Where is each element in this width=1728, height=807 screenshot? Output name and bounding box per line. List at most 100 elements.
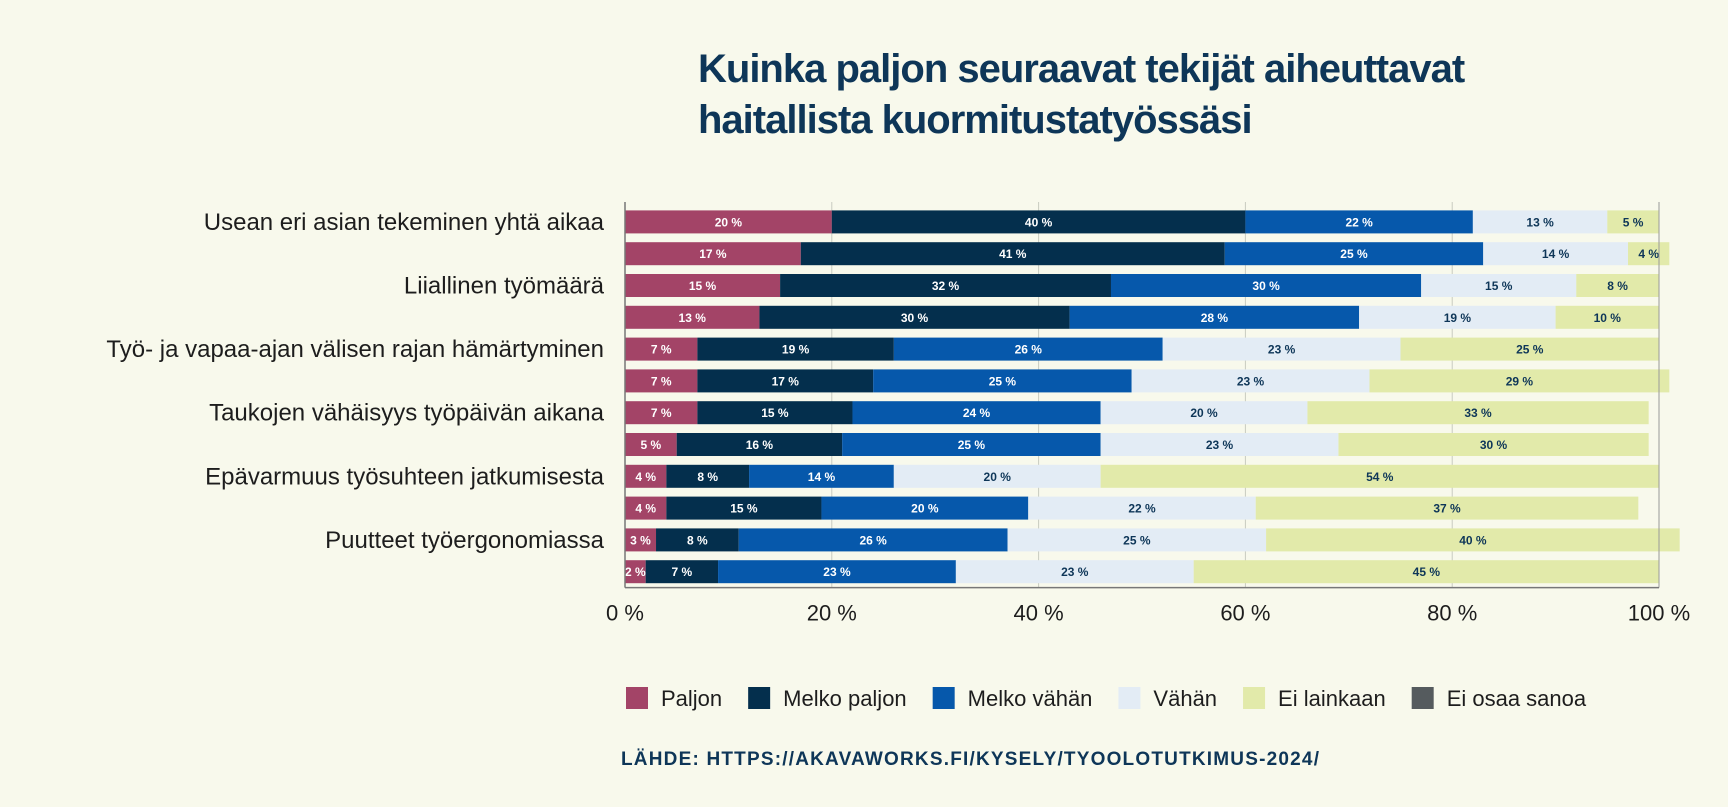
bar-segment xyxy=(1110,274,1422,297)
bar-segment xyxy=(656,528,739,552)
data-label: 30 % xyxy=(1480,438,1508,452)
data-label: 13 % xyxy=(1526,215,1554,229)
data-label: 25 % xyxy=(1123,533,1151,547)
legend-swatch xyxy=(1118,687,1141,709)
bar-segment xyxy=(625,210,832,234)
bar-segment xyxy=(697,401,853,425)
data-label: 17 % xyxy=(772,374,800,388)
bar-segment xyxy=(625,496,667,520)
bar-segment xyxy=(1307,401,1649,425)
data-label: 37 % xyxy=(1433,502,1461,516)
legend-swatch xyxy=(1411,687,1434,709)
bar-segment xyxy=(842,433,1101,456)
bar-segment xyxy=(893,464,1101,488)
bar-segment xyxy=(1266,528,1680,552)
bar-segment xyxy=(625,528,657,552)
data-label: 22 % xyxy=(1128,502,1156,516)
data-label: 20 % xyxy=(715,215,743,229)
bar-segment xyxy=(625,560,646,584)
bar-segment xyxy=(625,305,760,329)
bar-segment xyxy=(780,274,1111,297)
data-label: 15 % xyxy=(761,406,789,420)
data-label: 25 % xyxy=(989,374,1017,388)
data-label: 23 % xyxy=(1268,343,1296,357)
data-label: 10 % xyxy=(1594,311,1622,325)
x-tick-label: 0 % xyxy=(606,601,644,626)
bar-segment xyxy=(1421,274,1577,297)
bar-segment xyxy=(1069,305,1360,329)
bar-segment xyxy=(625,464,667,488)
x-tick-label: 100 % xyxy=(1628,601,1690,626)
legend-label: Melko vähän xyxy=(968,686,1093,711)
data-label: 25 % xyxy=(958,438,986,452)
legend-label: Ei lainkaan xyxy=(1278,686,1386,711)
legend-swatch xyxy=(932,687,955,709)
data-label: 45 % xyxy=(1413,565,1441,579)
bar-segment xyxy=(893,337,1163,361)
data-label: 16 % xyxy=(746,438,774,452)
bar-segment xyxy=(625,242,801,266)
chart-title-line1: Kuinka paljon seuraavat tekijät aiheutta… xyxy=(698,47,1465,91)
data-label: 23 % xyxy=(1237,374,1265,388)
bar-segment xyxy=(1483,242,1628,266)
bar-segment xyxy=(1338,433,1649,456)
bar-segment xyxy=(1100,401,1308,425)
data-label: 4 % xyxy=(635,502,656,516)
bar-segment xyxy=(645,560,719,584)
bar-segment xyxy=(625,274,781,297)
bar-segment xyxy=(697,337,894,361)
data-label: 32 % xyxy=(932,279,960,293)
bar-segment xyxy=(1193,560,1659,584)
bar-segment xyxy=(1224,242,1484,266)
data-label: 41 % xyxy=(999,247,1027,261)
data-label: 17 % xyxy=(699,247,727,261)
data-label: 30 % xyxy=(901,311,929,325)
category-label: Puutteet työergonomiassa xyxy=(325,527,604,554)
data-label: 7 % xyxy=(651,374,672,388)
data-label: 23 % xyxy=(1061,565,1089,579)
bar-segment xyxy=(666,496,822,520)
bar-segment xyxy=(821,496,1029,520)
legend-swatch xyxy=(626,687,648,709)
legend-label: Melko paljon xyxy=(783,686,907,711)
data-label: 3 % xyxy=(630,533,651,547)
bar-segment xyxy=(1007,528,1267,552)
data-label: 5 % xyxy=(1623,215,1644,229)
bar-segment xyxy=(625,433,677,456)
data-label: 26 % xyxy=(1015,343,1043,357)
bar-segment xyxy=(749,464,894,488)
legend-swatch xyxy=(748,687,771,709)
data-label: 25 % xyxy=(1516,343,1544,357)
data-label: 7 % xyxy=(672,565,693,579)
bar-segment xyxy=(852,401,1101,425)
bar-segment xyxy=(955,560,1194,584)
data-label: 26 % xyxy=(859,533,887,547)
bar-segment xyxy=(1359,305,1556,329)
data-label: 30 % xyxy=(1252,279,1280,293)
bar-segment xyxy=(831,210,1246,234)
bar-segment xyxy=(1100,464,1659,488)
data-label: 4 % xyxy=(635,470,656,484)
data-label: 8 % xyxy=(1607,279,1628,293)
data-label: 25 % xyxy=(1340,247,1368,261)
bar-segment xyxy=(1555,305,1659,329)
bar-segment xyxy=(625,401,698,425)
data-label: 8 % xyxy=(697,470,718,484)
data-label: 33 % xyxy=(1464,406,1492,420)
bar-segment xyxy=(873,369,1132,393)
category-label: Liiallinen työmäärä xyxy=(404,273,605,300)
bar-segment xyxy=(697,369,874,393)
bar-segment xyxy=(1369,369,1670,393)
data-label: 15 % xyxy=(1485,279,1513,293)
category-label: Taukojen vähäisyys työpäivän aikana xyxy=(209,400,605,427)
legend-label: Vähän xyxy=(1153,686,1217,711)
bar-segment xyxy=(676,433,843,456)
bar-segment xyxy=(800,242,1225,266)
data-label: 5 % xyxy=(641,438,662,452)
data-label: 4 % xyxy=(1638,247,1659,261)
data-label: 8 % xyxy=(687,533,708,547)
x-tick-label: 20 % xyxy=(807,601,857,626)
data-label: 13 % xyxy=(679,311,707,325)
bar-segment xyxy=(1028,496,1256,520)
